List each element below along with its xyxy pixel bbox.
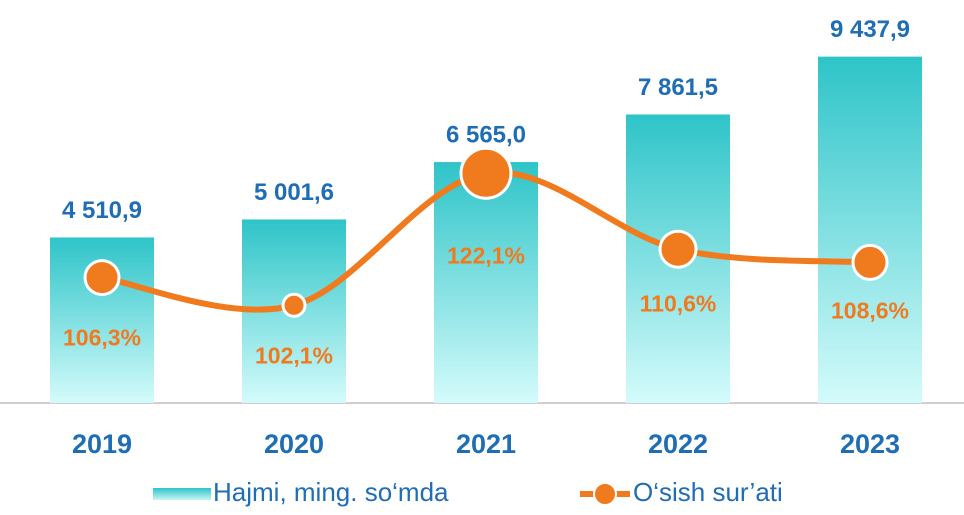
x-tick-label: 2022 [648, 429, 708, 459]
line-point [851, 243, 889, 281]
line-value-label: 106,3% [63, 325, 141, 351]
x-tick-label: 2020 [264, 429, 324, 459]
bar-value-label: 9 437,9 [830, 16, 910, 43]
bar-value-label: 6 565,0 [446, 121, 526, 148]
x-tick-label: 2019 [72, 429, 132, 459]
line-value-label: 110,6% [640, 290, 717, 316]
legend-swatch-point [593, 482, 617, 506]
line-value-label: 108,6% [831, 297, 909, 323]
bar-value-label: 7 861,5 [638, 74, 718, 101]
line-point [281, 292, 307, 318]
legend-label: Hajmi, ming. so‘mda [213, 477, 449, 507]
x-tick-label: 2023 [840, 429, 900, 459]
line-point [658, 229, 698, 269]
bar-value-label: 4 510,9 [62, 197, 142, 224]
bar [434, 162, 538, 403]
line-point [459, 146, 513, 200]
bar-value-label: 5 001,6 [254, 179, 334, 206]
bar [818, 56, 922, 404]
legend-label: O‘sish sur’ati [633, 477, 783, 507]
legend-swatch [153, 488, 211, 500]
line-point [83, 259, 121, 297]
line-value-label: 122,1% [447, 242, 525, 268]
x-tick-label: 2021 [456, 429, 516, 459]
line-value-label: 102,1% [255, 342, 333, 368]
